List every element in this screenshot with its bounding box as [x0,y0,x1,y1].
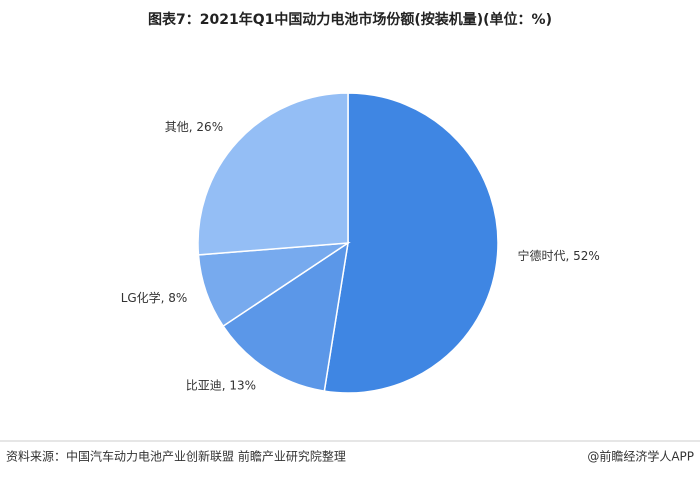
pie-slice [197,92,349,256]
data-label: 比亚迪, 13% [186,379,256,393]
data-label: LG化学, 8% [121,290,188,305]
data-label: 宁德时代, 52% [517,248,599,263]
data-label: 其他, 26% [165,120,223,134]
source: 资料来源：中国汽车动力电池产业创新联盟 前瞻产业研究院整理 [6,449,346,464]
chart-title: 图表7：2021年Q1中国动力电池市场份额(按装机量)(单位：%) [148,11,552,28]
pie-slice [222,241,350,392]
pie-slice [323,92,499,394]
credit: @前瞻经济学人APP [587,449,694,464]
